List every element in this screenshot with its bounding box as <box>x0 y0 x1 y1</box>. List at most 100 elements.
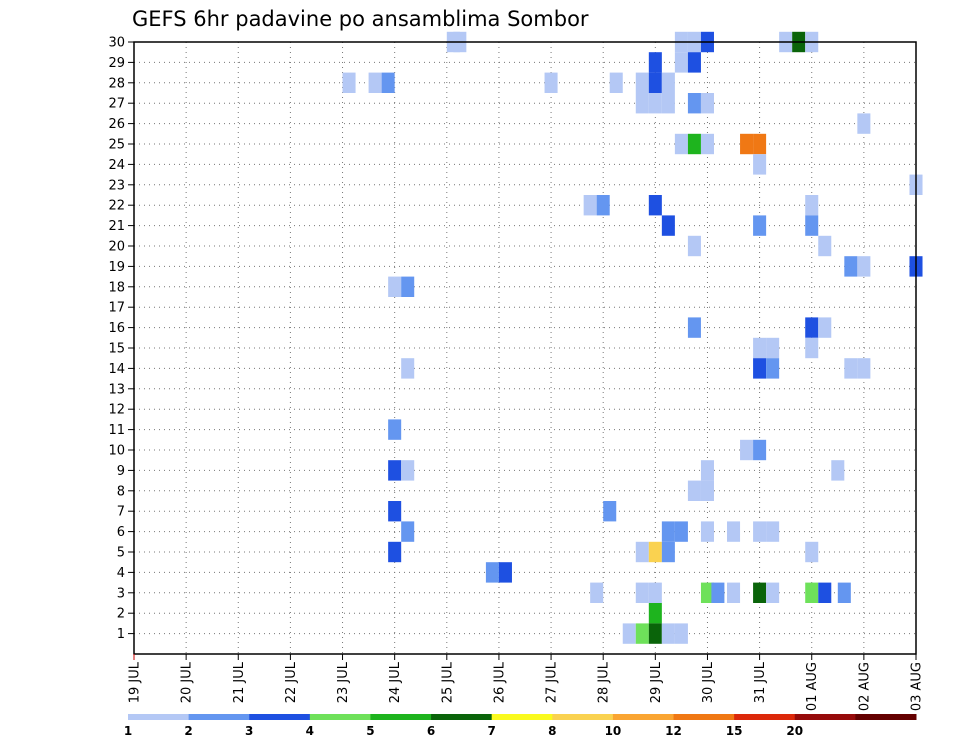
precip-cell <box>700 93 714 114</box>
precip-cell <box>661 623 675 644</box>
x-tick-label: 03 AUG <box>910 662 925 711</box>
y-tick-label: 13 <box>108 382 125 397</box>
x-tick-label: 24 JUL <box>388 661 403 703</box>
y-axis: 1234567891011121314151617181920212223242… <box>108 36 134 642</box>
x-tick-label: 31 JUL <box>753 661 768 703</box>
precip-cell <box>805 541 819 563</box>
colorbar-segment <box>128 714 190 720</box>
precip-cell <box>753 582 767 603</box>
colorbar-segment <box>249 714 311 720</box>
precip-cell <box>818 235 832 257</box>
colorbar-tick-label: 5 <box>366 724 374 738</box>
precip-cell <box>687 480 701 501</box>
precip-cell <box>648 603 662 624</box>
precip-cells <box>342 31 923 644</box>
y-tick-label: 4 <box>117 566 125 581</box>
y-tick-label: 10 <box>108 444 125 459</box>
colorbar-segment <box>794 714 856 720</box>
colorbar-segment <box>855 714 917 720</box>
y-tick-label: 7 <box>117 505 125 520</box>
precip-cell <box>388 501 402 522</box>
precip-cell <box>401 358 415 379</box>
x-tick-label: 23 JUL <box>336 661 351 703</box>
colorbar-segment <box>673 714 735 720</box>
precip-cell <box>388 460 402 481</box>
precip-cell <box>622 623 636 644</box>
precip-cell <box>648 582 662 603</box>
precip-cell <box>590 582 604 603</box>
precip-cell <box>818 582 832 603</box>
precip-cell <box>805 195 819 216</box>
y-tick-label: 22 <box>108 199 125 214</box>
precip-cell <box>844 358 858 379</box>
precip-cell <box>674 133 688 155</box>
chart-title: GEFS 6hr padavine po ansamblima Sombor <box>132 7 589 31</box>
precip-cell <box>648 623 662 644</box>
x-tick-label: 29 JUL <box>649 661 664 703</box>
precip-cell <box>544 72 558 93</box>
y-tick-label: 27 <box>108 97 125 112</box>
precip-cell <box>635 623 649 644</box>
y-tick-label: 28 <box>108 76 125 91</box>
precip-cell <box>583 195 597 216</box>
precip-cell <box>342 72 356 93</box>
y-tick-label: 26 <box>108 117 125 132</box>
precip-cell <box>700 480 714 501</box>
precip-cell <box>857 113 871 134</box>
precip-cell <box>661 93 675 114</box>
y-tick-label: 19 <box>108 260 125 275</box>
colorbar-tick-label: 3 <box>245 724 253 738</box>
y-tick-label: 16 <box>108 321 125 336</box>
precip-cell <box>635 541 649 563</box>
precip-cell <box>635 582 649 603</box>
y-tick-label: 17 <box>108 301 125 316</box>
precip-cell <box>687 52 701 73</box>
precip-cell <box>766 521 780 542</box>
precip-cell <box>648 541 662 563</box>
precip-cell <box>805 215 819 236</box>
x-tick-label: 02 AUG <box>857 662 872 711</box>
precip-cell <box>857 358 871 379</box>
y-tick-label: 5 <box>117 546 125 561</box>
x-tick-label: 28 JUL <box>597 661 612 703</box>
colorbar-segment <box>552 714 614 720</box>
y-tick-label: 18 <box>108 280 125 295</box>
precip-cell <box>753 439 767 461</box>
precip-cell <box>596 195 610 216</box>
x-tick-label: 22 JUL <box>284 661 299 703</box>
colorbar-segment <box>734 714 796 720</box>
precip-cell <box>388 541 402 563</box>
y-tick-label: 24 <box>108 158 125 173</box>
colorbar-tick-label: 8 <box>548 724 556 738</box>
colorbar-tick-label: 15 <box>726 724 743 738</box>
colorbar-segment <box>431 714 493 720</box>
precip-cell <box>674 52 688 73</box>
precip-cell <box>831 460 845 481</box>
precip-cell <box>857 256 871 277</box>
colorbar-tick-label: 10 <box>605 724 622 738</box>
precip-cell <box>753 215 767 236</box>
precip-cell <box>818 317 832 338</box>
colorbar-tick-label: 6 <box>427 724 435 738</box>
grid-lines <box>134 42 916 654</box>
x-tick-label: 20 JUL <box>180 661 195 703</box>
y-tick-label: 15 <box>108 342 125 357</box>
y-tick-label: 8 <box>117 484 125 499</box>
y-tick-label: 25 <box>108 138 125 153</box>
colorbar-tick-label: 7 <box>488 724 496 738</box>
precip-cell <box>766 337 780 359</box>
precip-cell <box>740 439 754 461</box>
x-axis: 19 JUL 20 JUL 21 JUL 22 JUL 23 JUL 24 JUL 25 J… <box>128 654 925 711</box>
precip-cell <box>674 521 688 542</box>
precip-cell <box>700 521 714 542</box>
precip-cell <box>401 460 415 481</box>
precip-cell <box>674 623 688 644</box>
x-tick-label: 01 AUG <box>805 662 820 711</box>
y-tick-label: 20 <box>108 240 125 255</box>
precip-cell <box>648 195 662 216</box>
precip-cell <box>687 93 701 114</box>
precip-cell <box>648 93 662 114</box>
precip-cell <box>388 419 402 440</box>
precip-cell <box>700 582 714 603</box>
